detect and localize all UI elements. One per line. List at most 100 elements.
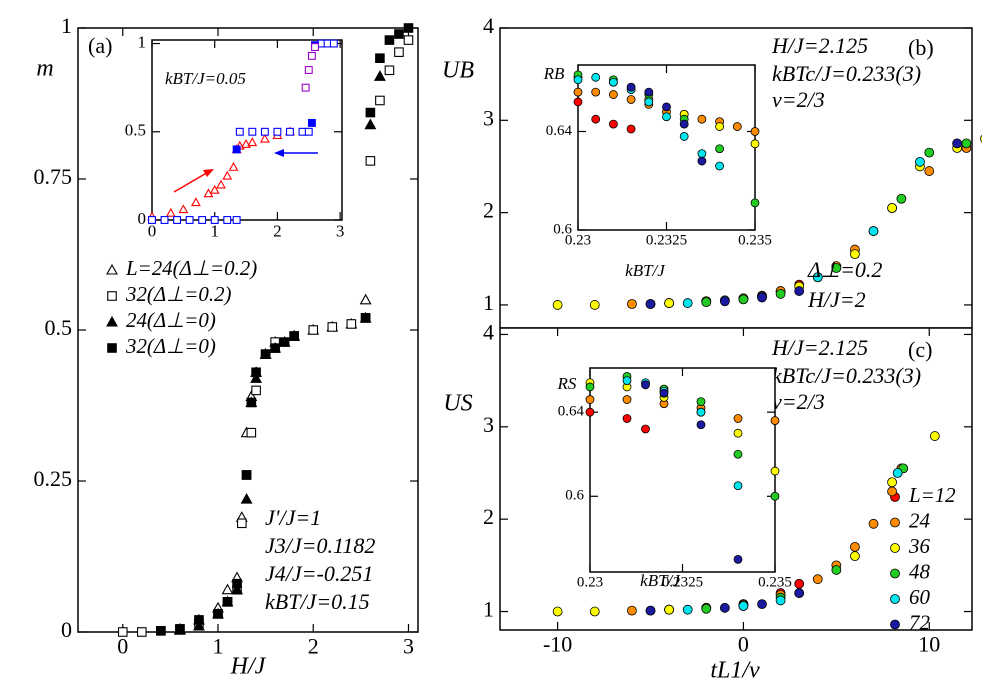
marker bbox=[682, 604, 693, 615]
marker bbox=[733, 414, 743, 423]
marker bbox=[247, 137, 258, 147]
marker bbox=[585, 395, 595, 404]
marker bbox=[915, 156, 925, 167]
marker bbox=[194, 615, 204, 625]
marker bbox=[622, 376, 632, 386]
marker bbox=[222, 596, 233, 607]
marker bbox=[359, 293, 372, 305]
y-tick-label: 1 bbox=[483, 290, 494, 315]
marker bbox=[232, 145, 241, 154]
marker bbox=[585, 407, 595, 417]
panel-label: (c) bbox=[908, 337, 932, 362]
marker bbox=[770, 416, 780, 425]
legend-label: 60 bbox=[909, 585, 930, 609]
marker bbox=[770, 466, 780, 476]
marker bbox=[868, 226, 879, 236]
arrow-head bbox=[274, 149, 284, 157]
arrow-up bbox=[173, 170, 211, 193]
marker bbox=[696, 420, 706, 430]
marker bbox=[360, 313, 371, 323]
marker bbox=[237, 518, 247, 529]
marker bbox=[794, 286, 805, 296]
x-tick-label: 2 bbox=[308, 634, 319, 659]
marker bbox=[304, 127, 313, 136]
marker bbox=[850, 551, 860, 562]
marker bbox=[697, 149, 707, 159]
marker bbox=[626, 95, 636, 104]
marker bbox=[794, 588, 805, 598]
legend-label: 32(Δ⊥=0.2) bbox=[125, 282, 232, 306]
marker bbox=[248, 127, 257, 136]
marker bbox=[193, 619, 205, 631]
marker bbox=[715, 144, 724, 154]
plot-area bbox=[577, 64, 756, 231]
x-tick-label: 0 bbox=[738, 632, 749, 657]
legend-marker bbox=[106, 263, 118, 275]
annotation: H/J=2.125 bbox=[771, 335, 868, 360]
marker bbox=[664, 298, 675, 308]
legend-marker bbox=[890, 543, 900, 553]
marker bbox=[232, 216, 241, 224]
y-tick-label: 0.5 bbox=[45, 315, 73, 340]
marker bbox=[887, 203, 897, 213]
marker bbox=[750, 198, 760, 208]
marker bbox=[213, 609, 223, 619]
marker bbox=[228, 161, 239, 171]
legend-label: 72 bbox=[909, 610, 930, 634]
marker bbox=[627, 299, 637, 309]
marker bbox=[750, 127, 760, 136]
x-tick-label: 3 bbox=[336, 222, 345, 241]
marker bbox=[178, 204, 189, 214]
plot-layer: 0 1 2 300.250.50.751L=24(Δ⊥=0.2)32(Δ⊥=0.2)2… bbox=[34, 13, 982, 684]
marker bbox=[216, 179, 226, 189]
marker bbox=[732, 122, 742, 131]
marker bbox=[260, 127, 269, 136]
marker bbox=[929, 431, 940, 441]
marker bbox=[733, 428, 743, 438]
marker bbox=[373, 70, 386, 81]
marker bbox=[210, 216, 219, 224]
annotation: ν=2/3 bbox=[772, 87, 825, 112]
marker bbox=[924, 147, 935, 158]
marker bbox=[589, 300, 600, 310]
marker bbox=[591, 87, 601, 97]
marker bbox=[738, 601, 749, 611]
marker bbox=[733, 449, 743, 459]
annotation: Δ⊥=0.2 bbox=[807, 257, 882, 282]
marker bbox=[573, 97, 583, 107]
marker bbox=[715, 161, 724, 171]
marker bbox=[662, 112, 671, 122]
marker bbox=[246, 427, 257, 438]
marker bbox=[160, 216, 169, 224]
marker bbox=[198, 216, 207, 224]
plot-area bbox=[151, 39, 343, 221]
annotation: ν=2/3 bbox=[772, 389, 825, 414]
marker bbox=[250, 372, 263, 383]
marker bbox=[664, 604, 675, 615]
y-tick-label: 1 bbox=[61, 13, 72, 38]
marker bbox=[868, 518, 879, 529]
plot-area bbox=[589, 367, 776, 573]
y-axis-label: RS bbox=[557, 374, 577, 393]
marker bbox=[375, 95, 385, 106]
y-tick-label: 0.6 bbox=[565, 488, 584, 504]
marker bbox=[679, 132, 689, 141]
y-tick-label: 0.64 bbox=[546, 123, 573, 139]
marker bbox=[251, 367, 261, 378]
marker bbox=[644, 87, 654, 97]
marker bbox=[552, 606, 563, 617]
marker bbox=[757, 599, 767, 610]
marker bbox=[375, 53, 385, 64]
x-tick-label: -10 bbox=[543, 632, 572, 657]
marker bbox=[831, 565, 842, 575]
marker bbox=[307, 118, 316, 127]
x-tick-label: 0.235 bbox=[758, 575, 792, 591]
x-tick-label: 0 bbox=[148, 222, 157, 241]
y-axis-label: UB bbox=[442, 58, 474, 84]
x-tick-label: 0.2325 bbox=[662, 575, 703, 591]
marker bbox=[286, 127, 294, 136]
y-tick-label: 4 bbox=[483, 13, 494, 38]
marker bbox=[190, 197, 201, 207]
marker bbox=[251, 385, 261, 396]
marker bbox=[394, 29, 404, 39]
